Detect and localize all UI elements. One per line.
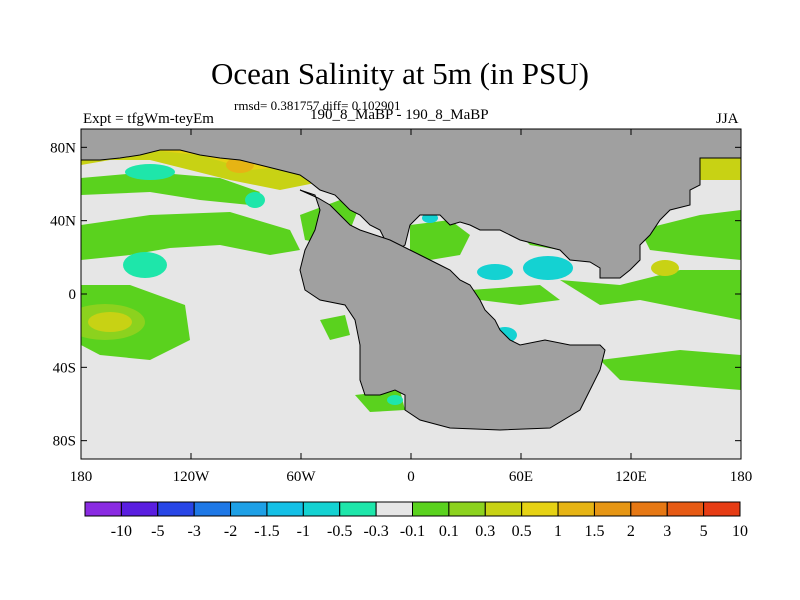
y-tick-label: 80S [53,434,76,450]
colorbar-swatch [193,501,232,517]
colorbar-swatch [703,501,741,517]
colorbar-swatch [412,501,450,517]
colorbar-label: 1 [554,523,562,540]
colorbar-label: -5 [151,523,164,540]
colorbar-label: -2 [224,523,237,540]
colorbar-swatch [230,501,268,517]
colorbar-swatch [339,501,377,517]
colorbar-swatch [157,501,195,517]
colorbar-swatch [375,501,414,517]
y-tick-label: 0 [69,287,77,303]
colorbar-label: 10 [732,523,748,540]
x-tick-label: 120E [615,469,647,485]
x-tick-label: 180 [70,469,93,485]
colorbar-label: -10 [111,523,132,540]
colorbar-label: 3 [663,523,671,540]
colorbar-label: -0.5 [327,523,352,540]
stats-line: rmsd= 0.381757 diff= 0.102901 [234,98,401,113]
y-tick-label: 40N [50,214,76,230]
colorbar-swatch [630,501,668,517]
colorbar-label: 0.5 [512,523,532,540]
colorbar-swatch [120,501,159,517]
colorbar-swatch [84,501,122,517]
colorbar-label: -1 [297,523,310,540]
colorbar-swatch [521,501,559,517]
colorbar-label: -0.3 [363,523,388,540]
season-label: JJA [716,111,739,127]
y-tick-label: 80N [50,140,76,156]
axis-ticks: 180 120W 60W 0 60E 120E 180 80N 40N 0 40S 80S [50,129,752,485]
colorbar-label: 0.1 [439,523,459,540]
x-tick-label: 60W [286,469,316,485]
colorbar-label: 1.5 [584,523,604,540]
colorbar-swatch [666,501,705,517]
experiment-label: Expt = tfgWm-teyEm [83,111,214,127]
colorbar: -10 -5 -3 -2 -1.5 -1 -0.5 -0.3 -0.1 0.1 0.3 0.5 1 1.5… [84,501,748,540]
x-tick-label: 180 [730,469,753,485]
run-label: 190_8_MaBP - 190_8_MaBP [310,107,489,123]
colorbar-label: 0.3 [475,523,495,540]
colorbar-swatch [448,501,486,517]
colorbar-label: 5 [700,523,708,540]
colorbar-swatch [557,501,595,517]
colorbar-swatch [302,501,341,517]
colorbar-label: -1.5 [254,523,279,540]
chart-title: Ocean Salinity at 5m (in PSU) [211,56,589,91]
land-masses [81,129,741,431]
x-tick-label: 60E [509,469,533,485]
colorbar-label: -3 [188,523,201,540]
colorbar-label: 2 [627,523,635,540]
x-tick-label: 120W [173,469,211,485]
x-tick-label: 0 [407,469,415,485]
colorbar-swatch [593,501,632,517]
colorbar-swatch [266,501,304,517]
colorbar-swatch [484,501,523,517]
y-tick-label: 40S [53,360,76,376]
colorbar-label: -0.1 [400,523,425,540]
